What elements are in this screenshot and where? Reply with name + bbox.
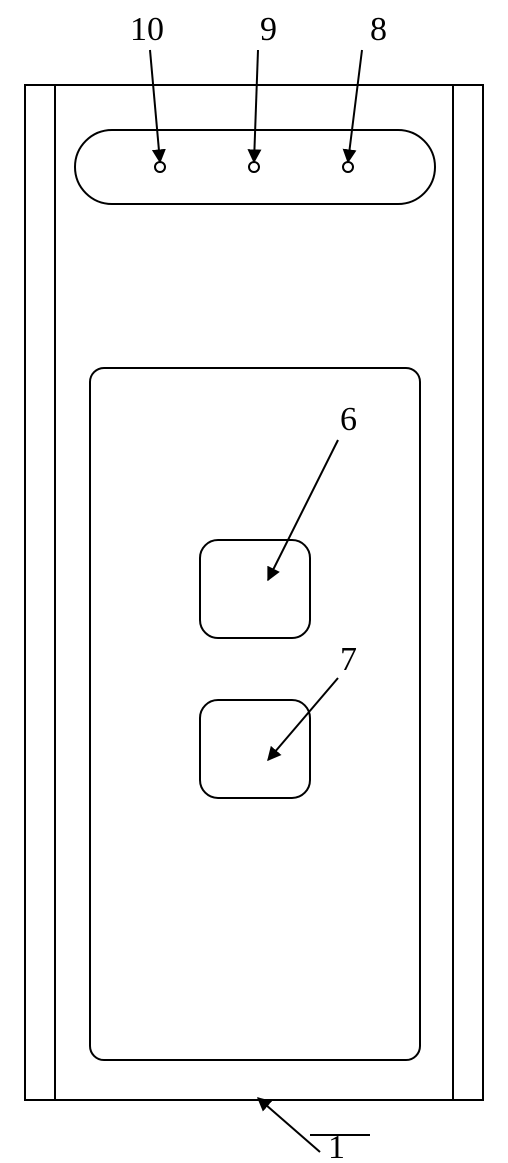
callout-label-8: 8 — [370, 11, 387, 48]
dot-9 — [249, 162, 259, 172]
callout-label-10: 10 — [130, 11, 164, 48]
callout-label-6: 6 — [340, 401, 357, 438]
dot-8 — [343, 162, 353, 172]
door-panel — [90, 368, 420, 1060]
callout-arrow-10 — [150, 50, 160, 162]
callout-label-7: 7 — [340, 641, 357, 678]
dot-10 — [155, 162, 165, 172]
callout-arrow-1 — [258, 1098, 320, 1152]
callout-label-1: 1 — [328, 1129, 345, 1163]
callout-arrow-7 — [268, 678, 338, 760]
btn-7 — [200, 700, 310, 798]
btn-6 — [200, 540, 310, 638]
callout-arrow-8 — [348, 50, 362, 162]
callout-label-9: 9 — [260, 11, 277, 48]
callout-arrow-9 — [254, 50, 258, 162]
outer-frame — [25, 85, 483, 1100]
callout-arrow-6 — [268, 440, 338, 580]
